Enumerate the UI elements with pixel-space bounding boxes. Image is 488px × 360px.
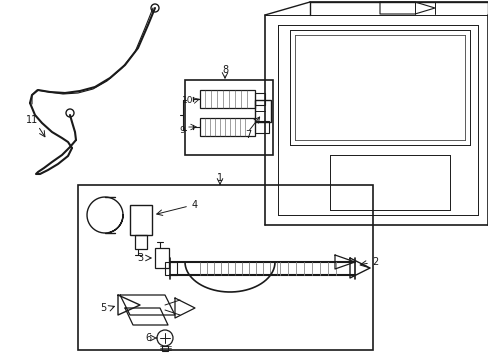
Bar bbox=[254, 93, 264, 105]
Text: 10: 10 bbox=[181, 95, 193, 104]
Text: 6: 6 bbox=[144, 333, 151, 343]
Bar bbox=[200, 118, 254, 136]
Bar bbox=[78, 185, 372, 350]
Text: 8: 8 bbox=[222, 65, 227, 75]
Text: 4: 4 bbox=[192, 200, 198, 210]
Bar bbox=[162, 346, 168, 351]
Bar bbox=[130, 205, 152, 235]
Bar bbox=[155, 248, 169, 268]
Bar bbox=[200, 90, 254, 108]
Bar bbox=[135, 235, 147, 249]
Text: 7: 7 bbox=[244, 130, 251, 140]
Bar bbox=[254, 100, 270, 122]
Text: 1: 1 bbox=[217, 173, 223, 183]
Text: 9: 9 bbox=[179, 126, 184, 135]
Text: 5: 5 bbox=[100, 303, 106, 313]
Bar bbox=[184, 80, 272, 155]
Text: 2: 2 bbox=[371, 257, 377, 267]
Text: 11: 11 bbox=[26, 115, 38, 125]
Bar bbox=[254, 121, 268, 133]
Text: 3: 3 bbox=[137, 253, 143, 263]
Bar bbox=[164, 262, 177, 275]
